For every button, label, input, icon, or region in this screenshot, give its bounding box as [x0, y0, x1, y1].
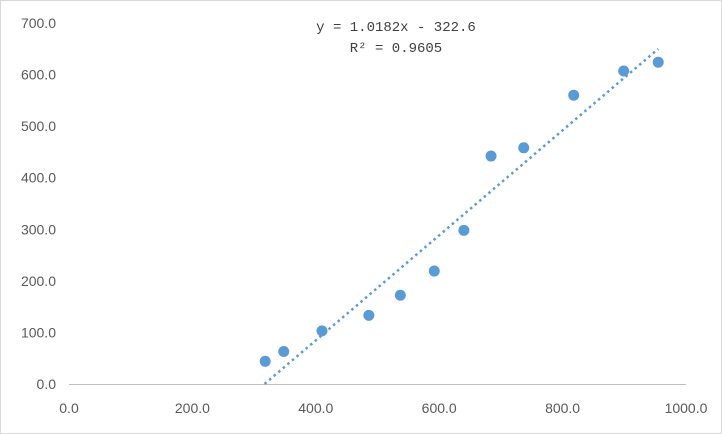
y-tick-label: 700.0: [21, 15, 56, 31]
data-point: [259, 355, 271, 367]
x-tick-label: 400.0: [298, 400, 333, 416]
trendline: [263, 47, 660, 385]
x-tick-label: 0.0: [59, 400, 79, 416]
data-point: [618, 65, 630, 77]
x-tick-label: 600.0: [422, 400, 457, 416]
y-axis-tick-labels: 0.0 100.0 200.0 300.0 400.0 500.0 600.0 700.0: [21, 15, 56, 392]
data-point: [485, 150, 497, 162]
data-point: [568, 89, 580, 101]
data-point: [428, 265, 440, 277]
data-point: [363, 309, 375, 321]
y-tick-label: 0.0: [37, 376, 57, 392]
y-tick-label: 400.0: [21, 170, 56, 186]
data-point: [652, 56, 664, 68]
trendline-equation-label: y = 1.0182x - 322.6: [316, 20, 476, 36]
x-tick-label: 800.0: [545, 400, 580, 416]
y-tick-label: 600.0: [21, 67, 56, 83]
trendline-r2-label: R² = 0.9605: [350, 41, 442, 57]
data-point: [278, 346, 290, 358]
y-tick-label: 100.0: [21, 324, 56, 340]
data-point: [458, 224, 470, 236]
y-tick-label: 200.0: [21, 273, 56, 289]
y-tick-label: 500.0: [21, 118, 56, 134]
data-point: [394, 289, 406, 301]
x-axis-tick-labels: 0.0 200.0 400.0 600.0 800.0 1000.0: [59, 400, 707, 416]
data-points: [259, 56, 664, 367]
x-tick-label: 200.0: [175, 400, 210, 416]
data-point: [316, 325, 328, 337]
x-tick-label: 1000.0: [665, 400, 708, 416]
y-tick-label: 300.0: [21, 221, 56, 237]
data-point: [518, 142, 530, 154]
